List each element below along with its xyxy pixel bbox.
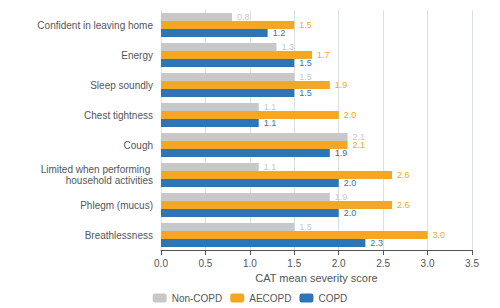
- svg-text:3.5: 3.5: [465, 258, 479, 269]
- svg-text:AECOPD: AECOPD: [249, 293, 291, 304]
- svg-text:2.6: 2.6: [397, 170, 410, 180]
- svg-text:3.0: 3.0: [433, 230, 446, 240]
- svg-text:2.1: 2.1: [352, 132, 366, 142]
- svg-text:1.5: 1.5: [299, 88, 312, 98]
- svg-text:Energy: Energy: [121, 50, 153, 61]
- svg-text:1.5: 1.5: [287, 258, 301, 269]
- svg-text:2.0: 2.0: [344, 208, 357, 218]
- svg-text:2.1: 2.1: [353, 140, 366, 150]
- svg-text:1.9: 1.9: [335, 148, 348, 158]
- svg-text:1.0: 1.0: [243, 258, 257, 269]
- svg-text:Chest tightness: Chest tightness: [84, 110, 153, 121]
- svg-text:1.5: 1.5: [299, 58, 312, 68]
- svg-text:household activities: household activities: [66, 175, 153, 186]
- svg-text:0.8: 0.8: [237, 12, 250, 22]
- svg-text:Non-COPD: Non-COPD: [172, 293, 223, 304]
- svg-text:1.5: 1.5: [299, 20, 312, 30]
- svg-text:1.1: 1.1: [264, 162, 277, 172]
- svg-text:2.5: 2.5: [376, 258, 390, 269]
- svg-text:Limited when performing: Limited when performing: [41, 164, 153, 175]
- svg-text:2.0: 2.0: [332, 258, 346, 269]
- svg-text:0.5: 0.5: [198, 258, 212, 269]
- svg-text:1.2: 1.2: [273, 28, 286, 38]
- svg-text:1.5: 1.5: [299, 222, 312, 232]
- svg-text:2.0: 2.0: [344, 178, 357, 188]
- svg-text:1.9: 1.9: [335, 192, 348, 202]
- svg-text:Cough: Cough: [124, 140, 153, 151]
- svg-text:0.0: 0.0: [154, 258, 168, 269]
- svg-text:1.5: 1.5: [299, 72, 312, 82]
- svg-text:1.3: 1.3: [282, 42, 295, 52]
- svg-text:1.1: 1.1: [264, 118, 277, 128]
- svg-text:1.9: 1.9: [335, 80, 348, 90]
- svg-text:1.1: 1.1: [264, 102, 277, 112]
- svg-text:Phlegm (mucus): Phlegm (mucus): [80, 200, 153, 211]
- svg-text:3.0: 3.0: [421, 258, 435, 269]
- svg-text:1.7: 1.7: [317, 50, 330, 60]
- svg-text:Confident in leaving home: Confident in leaving home: [37, 20, 153, 31]
- svg-text:Breathlessness: Breathlessness: [85, 230, 153, 241]
- svg-text:Sleep soundly: Sleep soundly: [90, 80, 153, 91]
- svg-text:2.3: 2.3: [370, 238, 383, 248]
- svg-text:2.6: 2.6: [397, 200, 410, 210]
- svg-text:CAT mean severity score: CAT mean severity score: [255, 272, 377, 284]
- svg-text:2.0: 2.0: [344, 110, 357, 120]
- svg-text:COPD: COPD: [318, 293, 347, 304]
